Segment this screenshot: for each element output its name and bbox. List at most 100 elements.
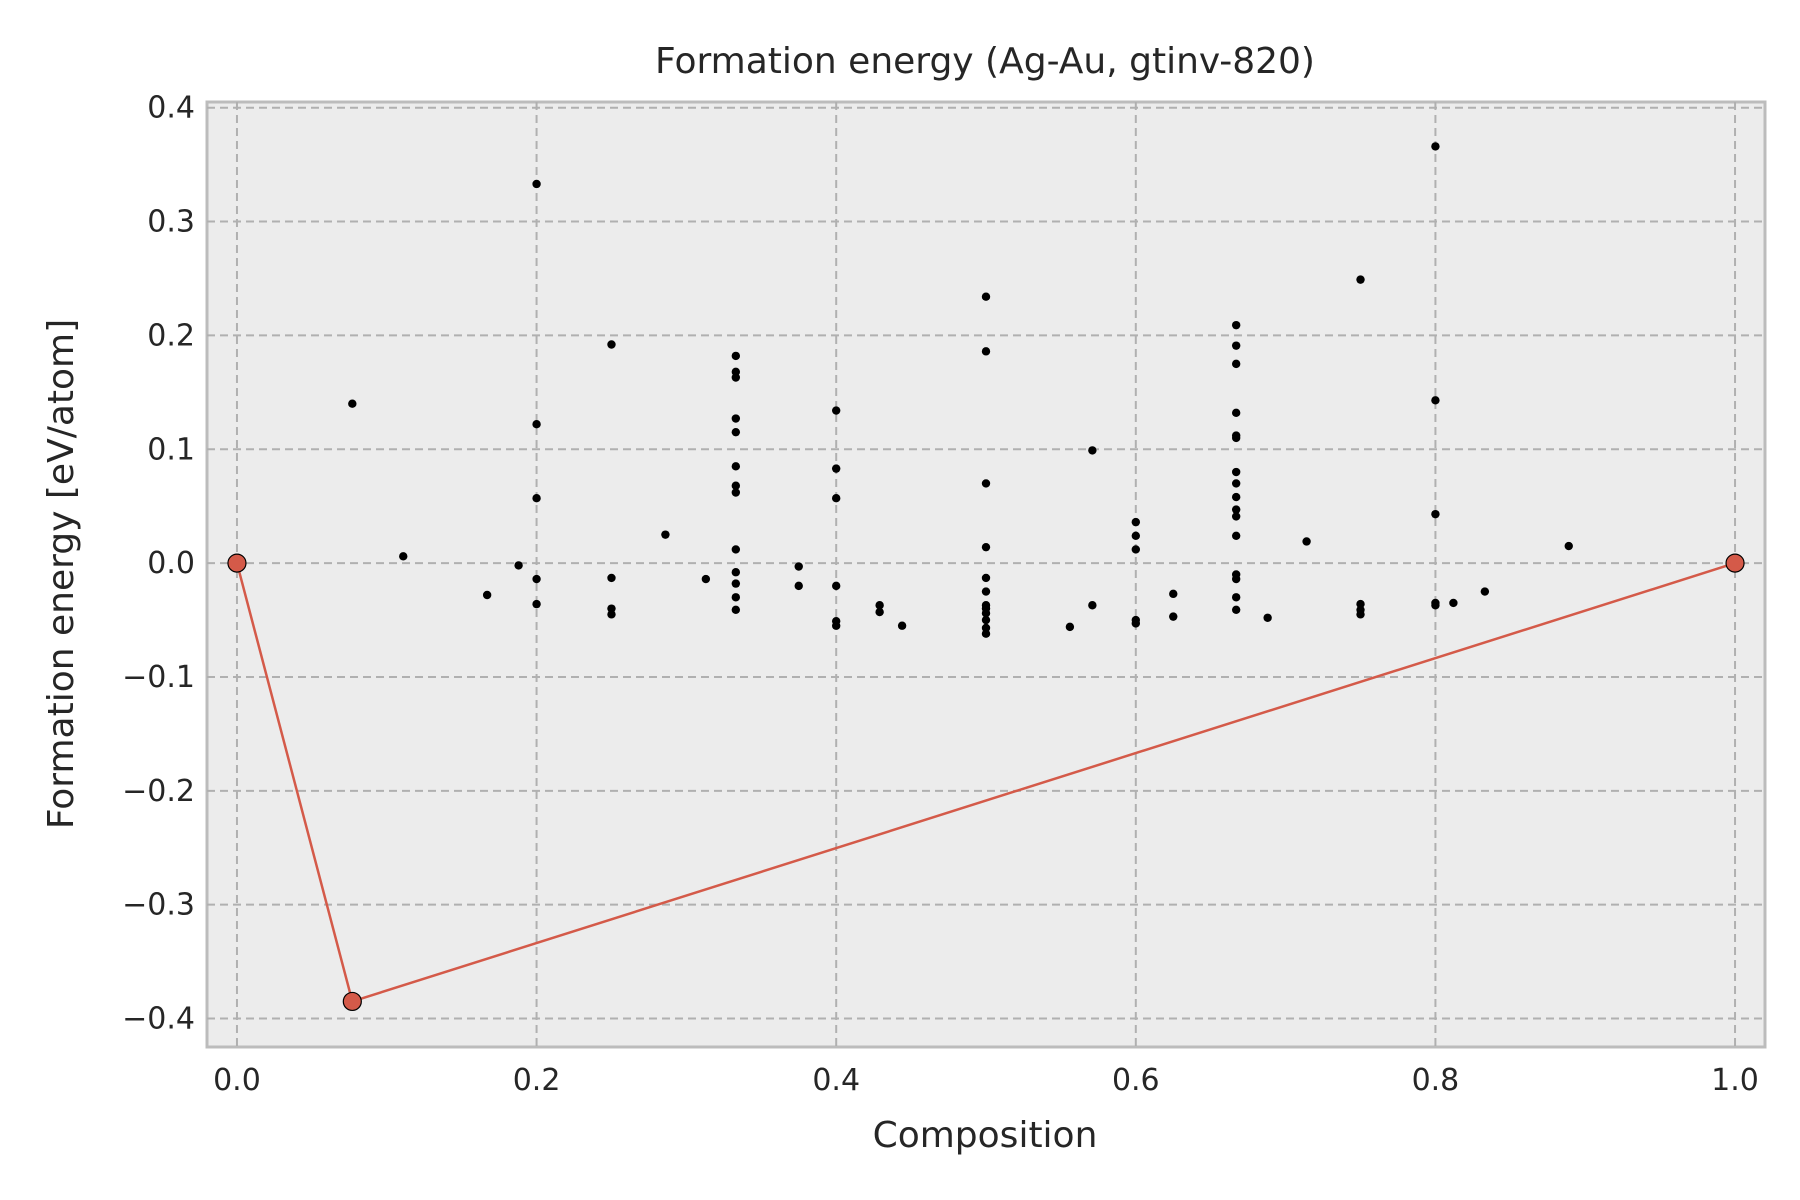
x-tick-label: 0.6 (1112, 1063, 1160, 1098)
data-point (831, 581, 841, 591)
data-point (1449, 598, 1458, 608)
data-point (875, 607, 884, 617)
data-point (1131, 517, 1141, 527)
y-tick-label: −0.3 (122, 888, 195, 923)
data-point (607, 610, 616, 619)
data-point (731, 427, 741, 437)
data-point (482, 590, 492, 600)
y-axis-label: Formation energy [eV/atom] (41, 319, 82, 829)
data-point (532, 599, 541, 609)
data-point (981, 347, 991, 356)
data-point (794, 562, 803, 571)
data-point (1131, 619, 1141, 628)
data-point (981, 609, 991, 618)
data-point (1231, 512, 1241, 521)
data-point (701, 574, 711, 584)
data-point (532, 574, 541, 584)
data-point (981, 629, 991, 638)
data-point (831, 406, 841, 415)
data-point (532, 420, 541, 429)
data-point (607, 340, 616, 349)
data-point (831, 464, 841, 473)
x-axis-label: Composition (873, 1115, 1098, 1156)
data-point (831, 494, 841, 503)
data-point (731, 605, 741, 614)
x-tick-label: 0.2 (513, 1063, 561, 1098)
data-point (532, 179, 541, 189)
x-tick-label: 1.0 (1711, 1063, 1759, 1098)
data-point (875, 601, 884, 610)
data-point (1231, 531, 1241, 540)
data-point (794, 581, 803, 591)
data-point (831, 621, 841, 630)
data-point (348, 399, 357, 408)
data-point (532, 494, 541, 503)
data-point (1231, 479, 1241, 488)
data-point (1231, 574, 1241, 584)
data-point (1231, 408, 1241, 418)
x-tick-label: 0.0 (213, 1063, 261, 1098)
data-point (1065, 622, 1075, 632)
data-point (1231, 467, 1241, 477)
data-point (1231, 492, 1241, 502)
convex-hull (227, 553, 1745, 1012)
data-point (981, 292, 991, 301)
data-point (897, 621, 907, 630)
data-point (1231, 433, 1241, 443)
y-tick-label: −0.1 (122, 660, 195, 695)
y-tick-label: 0.4 (147, 91, 195, 126)
data-point (1231, 320, 1241, 330)
x-tick-label: 0.8 (1412, 1063, 1460, 1098)
data-point (1169, 612, 1178, 621)
hull-point (1725, 553, 1745, 573)
y-tick-label: 0.2 (147, 318, 195, 353)
data-point (731, 462, 741, 471)
data-point (1564, 541, 1573, 551)
data-point (1131, 531, 1141, 540)
x-tick-label: 0.4 (812, 1063, 860, 1098)
data-point (731, 488, 741, 497)
chart-title: Formation energy (Ag-Au, gtinv-820) (655, 41, 1315, 82)
data-point (1231, 359, 1241, 369)
hull-point (342, 991, 362, 1012)
grid-lines (207, 102, 1765, 1047)
data-point (1431, 601, 1440, 610)
data-point (399, 552, 408, 561)
data-point (1356, 610, 1365, 619)
data-point (1088, 601, 1097, 610)
data-point (1431, 396, 1440, 405)
y-axis-ticks: 0.4 0.3 0.2 0.1 0.0 −0.1 −0.2 −0.3 −0.4 (122, 91, 195, 1037)
data-point (981, 615, 991, 625)
data-point (981, 479, 991, 488)
structure-points (348, 142, 1573, 638)
data-point (731, 593, 741, 602)
y-tick-label: 0.0 (147, 546, 195, 581)
data-point (981, 542, 991, 552)
data-point (1231, 593, 1241, 602)
data-point (731, 373, 741, 382)
data-point (1169, 589, 1178, 599)
data-point (514, 561, 523, 570)
y-tick-label: −0.2 (122, 774, 195, 809)
data-point (1263, 613, 1272, 622)
data-point (1231, 605, 1241, 614)
data-point (731, 545, 741, 554)
data-point (981, 573, 991, 583)
y-tick-label: −0.4 (122, 1002, 195, 1037)
data-point (661, 530, 670, 539)
data-point (1302, 537, 1311, 546)
y-tick-label: 0.3 (147, 205, 195, 240)
data-point (731, 414, 741, 423)
data-point (1231, 505, 1241, 514)
data-point (981, 587, 991, 596)
data-point (607, 573, 616, 583)
data-point (1356, 275, 1365, 284)
data-point (731, 481, 741, 490)
data-point (1131, 545, 1141, 554)
data-point (731, 351, 741, 361)
data-point (731, 579, 741, 588)
data-point (1431, 142, 1440, 151)
data-point (1431, 509, 1440, 519)
hull-point (227, 553, 247, 573)
